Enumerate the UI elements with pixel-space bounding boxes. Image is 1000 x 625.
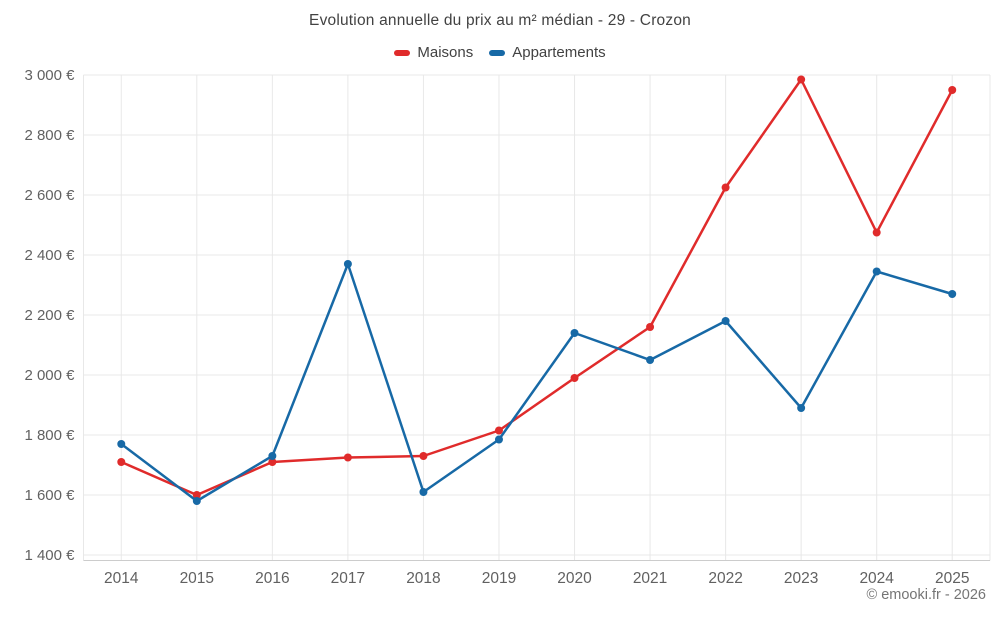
legend-item-appartements[interactable]: Appartements (489, 44, 606, 61)
x-tick-label: 2024 (859, 570, 894, 587)
appartements-point[interactable] (343, 260, 352, 268)
y-tick-label: 3 000 € (24, 67, 75, 84)
x-tick-label: 2014 (104, 570, 139, 587)
appartements-point[interactable] (570, 329, 579, 337)
legend-label-maisons: Maisons (417, 44, 474, 61)
x-tick-label: 2022 (708, 570, 742, 587)
copyright-text: © emooki.fr - 2026 (866, 587, 986, 603)
appartements-point[interactable] (797, 404, 806, 412)
maisons-point[interactable] (117, 458, 126, 466)
x-tick-label: 2020 (557, 570, 592, 587)
appartements-point[interactable] (192, 497, 201, 505)
maisons-point[interactable] (721, 183, 730, 192)
maisons-swatch-icon (394, 49, 411, 56)
x-tick-label: 2015 (180, 570, 214, 587)
chart-legend: Maisons Appartements (0, 44, 1000, 61)
y-tick-label: 2 000 € (24, 367, 75, 384)
appartements-point[interactable] (872, 267, 881, 276)
x-tick-label: 2016 (255, 570, 289, 587)
appartements-point[interactable] (721, 317, 730, 325)
y-tick-label: 2 800 € (24, 127, 75, 144)
y-tick-label: 2 400 € (24, 247, 75, 264)
x-tick-label: 2018 (406, 570, 440, 587)
maisons-point[interactable] (419, 452, 428, 460)
maisons-point[interactable] (948, 86, 957, 94)
maisons-line (120, 78, 954, 497)
x-tick-label: 2023 (784, 570, 818, 587)
legend-item-maisons[interactable]: Maisons (394, 44, 473, 61)
y-tick-label: 1 400 € (24, 547, 75, 564)
appartements-line (120, 262, 954, 503)
maisons-point[interactable] (494, 426, 503, 435)
appartements-point[interactable] (117, 440, 126, 448)
x-tick-label: 2025 (935, 570, 969, 587)
maisons-point[interactable] (646, 323, 655, 331)
x-tick-label: 2021 (633, 570, 667, 587)
chart-title: Evolution annuelle du prix au m² médian … (309, 12, 691, 29)
maisons-point[interactable] (570, 374, 579, 382)
maisons-point[interactable] (797, 75, 806, 84)
y-tick-label: 2 200 € (24, 307, 75, 324)
appartements-point[interactable] (419, 488, 428, 496)
y-tick-label: 1 600 € (24, 487, 75, 504)
y-tick-label: 1 800 € (24, 427, 75, 444)
legend-label-appartements: Appartements (512, 44, 606, 61)
appartements-point[interactable] (948, 290, 957, 298)
x-tick-label: 2019 (482, 570, 516, 587)
maisons-point[interactable] (872, 228, 881, 237)
appartements-point[interactable] (494, 435, 503, 444)
y-tick-label: 2 600 € (24, 187, 75, 204)
maisons-point[interactable] (268, 458, 277, 466)
appartements-swatch-icon (489, 49, 506, 56)
appartements-point[interactable] (268, 452, 277, 460)
maisons-point[interactable] (192, 491, 201, 499)
appartements-point[interactable] (646, 356, 655, 364)
x-tick-label: 2017 (331, 570, 365, 587)
maisons-point[interactable] (343, 453, 352, 462)
